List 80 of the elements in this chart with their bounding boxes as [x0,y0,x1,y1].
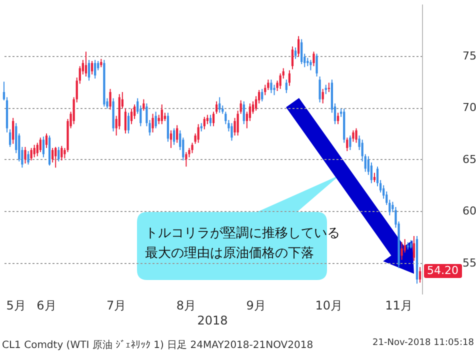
candlestick [316,53,318,77]
candlestick [242,100,245,125]
candlestick [176,124,178,144]
x-tick-label: 8月 [176,298,196,312]
candlestick [27,150,30,166]
candlestick [203,116,206,130]
candlestick [185,152,188,168]
x-tick-label: 7月 [106,298,126,312]
candlestick [88,59,90,82]
candlestick [130,108,133,125]
candlestick [54,146,57,168]
candlestick [60,145,63,161]
candlestick [127,112,130,134]
candlestick [84,51,88,77]
candlestick [218,96,221,114]
candlestick [170,130,172,148]
candlestick [39,137,42,153]
candlestick [400,242,403,260]
x-axis-title: 2018 [197,314,228,328]
candlestick [346,137,348,152]
candlestick [412,236,416,262]
candlestick [297,36,300,58]
annotation: 最大の理由は原油価格の下落 [145,245,314,263]
candlestick [322,88,324,104]
y-tick-label: 65 [462,152,476,166]
candlestick [45,132,48,148]
candlestick [33,144,36,158]
candlestick [349,135,352,151]
candlestick [336,112,340,125]
candlestick [212,111,215,127]
y-tick-label: 55 [462,256,476,270]
candlestick [209,114,212,127]
candlestick [300,38,303,65]
candlestick [166,112,170,142]
candlestick [172,128,176,146]
candlestick [58,146,60,162]
candlestick [230,122,233,142]
candlestick [215,100,218,114]
candlestick [352,130,354,142]
text: CL1 Comdty (WTI 原油 ｼﾞｪﾈﾘｯｸ 1) 日足 24MAY2018-21NOV2018 [2,338,314,352]
candlestick [30,147,32,161]
x-tick-label: 5月 [6,298,26,312]
x-tick-label: 10月 [315,298,343,312]
y-tick-label: 60 [462,204,476,218]
candlestick [109,88,112,110]
x-tick-label: 6月 [36,298,56,312]
candlestick [124,108,127,134]
candlestick [152,113,154,133]
candlestick [94,59,96,80]
annotation: 54.20 [424,264,462,278]
candlestick [288,70,291,86]
candlestick [312,51,315,67]
x-tick-label: 11月 [385,298,412,312]
candlestick [8,128,12,148]
text: 21-Nov-2018 11:05:18 [372,338,474,348]
candlestick [310,59,312,71]
candlestick [142,98,145,112]
candlestick [197,124,200,144]
candlestick [270,79,272,94]
y-tick-label: 70 [462,101,476,114]
candlestick [318,76,321,103]
candlestick [24,146,26,164]
candlestick [12,117,14,144]
candlestick [191,142,194,154]
candlestick [294,47,297,60]
candlestick [234,117,236,136]
candlestick [291,46,294,70]
candlestick [42,136,45,158]
candlestick [418,266,422,284]
candlestick [285,79,288,94]
candlestick [373,172,376,183]
candlestick [160,104,163,125]
annotation: トルコリラが堅調に推移している [145,225,340,243]
y-tick-label: 75 [462,49,476,62]
x-tick-label: 9月 [246,298,266,312]
candlestick [154,111,157,129]
candlestick [273,84,276,96]
candlestick [261,88,264,102]
candlestick [355,128,358,144]
candlestick [90,60,94,75]
